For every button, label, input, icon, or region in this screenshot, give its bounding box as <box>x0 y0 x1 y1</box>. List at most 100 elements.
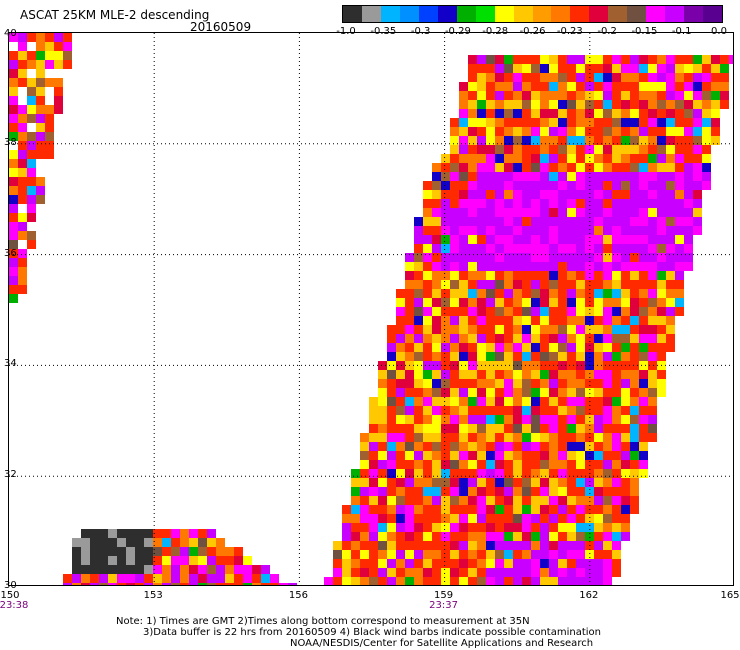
swath-pixel <box>567 505 576 514</box>
swath-pixel <box>495 64 504 73</box>
swath-pixel <box>432 334 441 343</box>
swath-pixel <box>504 100 513 109</box>
swath-pixel <box>567 91 576 100</box>
swath-pixel <box>342 514 351 523</box>
swath-pixel <box>108 529 117 538</box>
colorbar-tick-label: -0.26 <box>519 26 546 37</box>
swath-pixel <box>522 235 531 244</box>
swath-pixel <box>414 505 423 514</box>
swath-pixel <box>450 550 459 559</box>
swath-pixel <box>459 316 468 325</box>
swath-pixel <box>657 127 666 136</box>
swath-pixel <box>558 550 567 559</box>
swath-pixel <box>621 262 630 271</box>
swath-pixel <box>414 451 423 460</box>
swath-pixel <box>621 280 630 289</box>
swath-pixel <box>567 100 576 109</box>
swath-pixel <box>135 538 144 547</box>
swath-pixel <box>639 118 648 127</box>
swath-pixel <box>198 529 207 538</box>
swath-pixel <box>504 271 513 280</box>
swath-pixel <box>594 523 603 532</box>
swath-pixel <box>531 100 540 109</box>
swath-pixel <box>540 469 549 478</box>
swath-pixel <box>639 136 648 145</box>
swath-pixel <box>585 496 594 505</box>
swath-pixel <box>594 298 603 307</box>
swath-pixel <box>567 217 576 226</box>
note-line-2: 3)Data buffer is 22 hrs from 20160509 4)… <box>143 627 601 638</box>
swath-pixel <box>621 127 630 136</box>
swath-pixel <box>558 487 567 496</box>
swath-pixel <box>585 64 594 73</box>
swath-pixel <box>9 249 18 258</box>
swath-pixel <box>531 325 540 334</box>
swath-pixel <box>189 538 198 547</box>
swath-pixel <box>684 154 693 163</box>
swath-pixel <box>486 172 495 181</box>
swath-pixel <box>531 514 540 523</box>
swath-pixel <box>648 199 657 208</box>
swath-pixel <box>441 451 450 460</box>
swath-pixel <box>450 370 459 379</box>
swath-pixel <box>684 163 693 172</box>
swath-pixel <box>108 556 117 565</box>
swath-pixel <box>414 442 423 451</box>
swath-pixel <box>684 253 693 262</box>
swath-pixel <box>648 145 657 154</box>
swath-pixel <box>486 64 495 73</box>
swath-pixel <box>576 424 585 433</box>
swath-pixel <box>423 550 432 559</box>
swath-pixel <box>585 478 594 487</box>
swath-pixel <box>405 271 414 280</box>
swath-pixel <box>594 541 603 550</box>
swath-pixel <box>612 280 621 289</box>
swath-pixel <box>45 78 54 87</box>
swath-pixel <box>639 82 648 91</box>
swath-pixel <box>459 154 468 163</box>
swath-pixel <box>405 280 414 289</box>
swath-pixel <box>639 262 648 271</box>
swath-pixel <box>549 181 558 190</box>
swath-pixel <box>639 415 648 424</box>
swath-pixel <box>603 559 612 568</box>
swath-pixel <box>522 163 531 172</box>
swath-pixel <box>639 433 648 442</box>
swath-pixel <box>630 352 639 361</box>
swath-pixel <box>558 523 567 532</box>
swath-pixel <box>405 343 414 352</box>
swath-pixel <box>594 145 603 154</box>
swath-pixel <box>450 478 459 487</box>
swath-pixel <box>540 235 549 244</box>
swath-pixel <box>558 406 567 415</box>
swath-pixel <box>216 583 225 585</box>
swath-pixel <box>126 583 135 585</box>
swath-pixel <box>450 541 459 550</box>
swath-pixel <box>450 181 459 190</box>
swath-pixel <box>432 262 441 271</box>
swath-pixel <box>522 370 531 379</box>
swath-pixel <box>468 253 477 262</box>
swath-pixel <box>405 577 414 585</box>
swath-pixel <box>504 127 513 136</box>
swath-pixel <box>675 226 684 235</box>
swath-pixel <box>189 583 198 585</box>
swath-pixel <box>594 424 603 433</box>
swath-pixel <box>504 64 513 73</box>
swath-pixel <box>495 397 504 406</box>
swath-pixel <box>27 33 36 42</box>
swath-pixel <box>486 460 495 469</box>
swath-pixel <box>558 478 567 487</box>
swath-pixel <box>702 145 711 154</box>
swath-pixel <box>639 361 648 370</box>
swath-pixel <box>378 370 387 379</box>
swath-pixel <box>342 541 351 550</box>
swath-pixel <box>441 298 450 307</box>
swath-pixel <box>459 478 468 487</box>
swath-pixel <box>405 388 414 397</box>
swath-pixel <box>531 145 540 154</box>
swath-pixel <box>405 253 414 262</box>
swath-pixel <box>693 163 702 172</box>
swath-pixel <box>702 181 711 190</box>
swath-pixel <box>603 478 612 487</box>
